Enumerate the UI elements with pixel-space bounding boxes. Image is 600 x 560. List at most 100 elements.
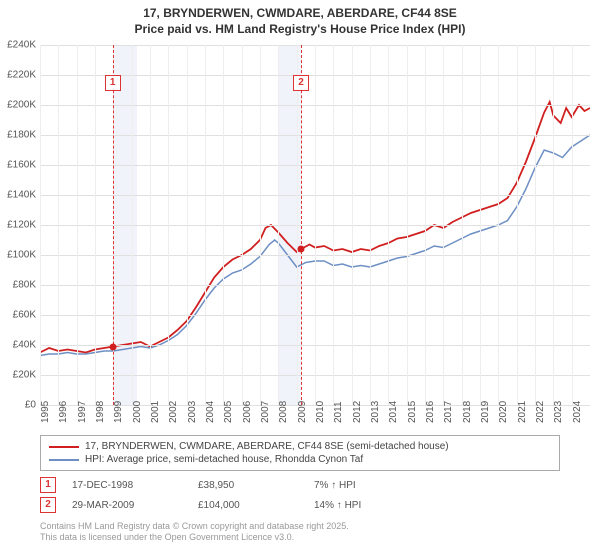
gridline-v <box>58 45 59 405</box>
legend-label: 17, BRYNDERWEN, CWMDARE, ABERDARE, CF44 … <box>85 441 449 452</box>
data-row: 1 17-DEC-1998 £38,950 7% ↑ HPI <box>40 475 560 495</box>
gridline-v <box>407 45 408 405</box>
data-date: 29-MAR-2009 <box>72 500 182 511</box>
x-axis-label: 2024 <box>572 401 583 423</box>
x-axis-label: 2003 <box>187 401 198 423</box>
data-pct: 14% ↑ HPI <box>314 500 414 511</box>
y-axis-label: £120K <box>7 220 36 231</box>
x-axis-label: 2001 <box>150 401 161 423</box>
marker-line-1 <box>113 45 114 405</box>
plot-area: £0£20K£40K£60K£80K£100K£120K£140K£160K£1… <box>40 45 590 406</box>
x-axis-label: 1996 <box>58 401 69 423</box>
y-axis-label: £60K <box>13 310 36 321</box>
marker-box-1: 1 <box>105 75 121 91</box>
data-price: £104,000 <box>198 500 298 511</box>
gridline-v <box>535 45 536 405</box>
legend-label: HPI: Average price, semi-detached house,… <box>85 454 363 465</box>
gridline-v <box>260 45 261 405</box>
footer-line2: This data is licensed under the Open Gov… <box>40 532 560 543</box>
y-axis-label: £100K <box>7 250 36 261</box>
y-axis-label: £180K <box>7 130 36 141</box>
marker-box-2: 2 <box>293 75 309 91</box>
y-axis-label: £200K <box>7 100 36 111</box>
gridline-v <box>187 45 188 405</box>
x-axis-label: 2016 <box>425 401 436 423</box>
gridline-v <box>553 45 554 405</box>
x-axis-label: 1999 <box>113 401 124 423</box>
gridline-v <box>77 45 78 405</box>
x-axis-label: 2013 <box>370 401 381 423</box>
x-axis-label: 2014 <box>388 401 399 423</box>
footer-line1: Contains HM Land Registry data © Crown c… <box>40 521 560 532</box>
chart-container: £0£20K£40K£60K£80K£100K£120K£140K£160K£1… <box>40 45 590 425</box>
gridline-v <box>498 45 499 405</box>
data-date: 17-DEC-1998 <box>72 480 182 491</box>
gridline-v <box>425 45 426 405</box>
x-axis-label: 1995 <box>40 401 51 423</box>
x-axis-label: 2005 <box>223 401 234 423</box>
x-axis-label: 2000 <box>132 401 143 423</box>
gridline-v <box>388 45 389 405</box>
gridline-v <box>278 45 279 405</box>
data-pct: 7% ↑ HPI <box>314 480 414 491</box>
gridline-v <box>462 45 463 405</box>
x-axis-label: 2023 <box>553 401 564 423</box>
x-axis-label: 2010 <box>315 401 326 423</box>
gridline-v <box>205 45 206 405</box>
y-axis-label: £160K <box>7 160 36 171</box>
gridline-v <box>352 45 353 405</box>
x-axis-label: 1998 <box>95 401 106 423</box>
gridline-v <box>132 45 133 405</box>
x-axis-label: 2002 <box>168 401 179 423</box>
title-line1: 17, BRYNDERWEN, CWMDARE, ABERDARE, CF44 … <box>0 6 600 22</box>
gridline-v <box>572 45 573 405</box>
y-axis-label: £0 <box>25 400 36 411</box>
x-axis-label: 2006 <box>242 401 253 423</box>
x-axis-label: 1997 <box>77 401 88 423</box>
marker-line-2 <box>301 45 302 405</box>
gridline-v <box>297 45 298 405</box>
x-axis-label: 2020 <box>498 401 509 423</box>
x-axis-label: 2012 <box>352 401 363 423</box>
gridline-v <box>443 45 444 405</box>
y-axis-label: £220K <box>7 70 36 81</box>
x-axis-label: 2011 <box>333 402 344 424</box>
data-idx-box: 1 <box>40 477 56 493</box>
legend-swatch <box>49 459 79 461</box>
marker-dot-1 <box>109 343 116 350</box>
legend-row: 17, BRYNDERWEN, CWMDARE, ABERDARE, CF44 … <box>49 440 551 453</box>
gridline-v <box>370 45 371 405</box>
gridline-v <box>333 45 334 405</box>
x-axis-label: 2008 <box>278 401 289 423</box>
chart-title: 17, BRYNDERWEN, CWMDARE, ABERDARE, CF44 … <box>0 0 600 37</box>
legend-swatch <box>49 446 79 448</box>
x-axis-label: 2019 <box>480 401 491 423</box>
data-idx-box: 2 <box>40 497 56 513</box>
x-axis-label: 2022 <box>535 401 546 423</box>
title-line2: Price paid vs. HM Land Registry's House … <box>0 22 600 38</box>
x-axis-label: 2021 <box>517 401 528 423</box>
y-axis-label: £80K <box>13 280 36 291</box>
footer: Contains HM Land Registry data © Crown c… <box>40 521 560 544</box>
legend-row: HPI: Average price, semi-detached house,… <box>49 453 551 466</box>
marker-dot-2 <box>298 246 305 253</box>
x-axis-label: 2009 <box>297 401 308 423</box>
y-axis-label: £240K <box>7 40 36 51</box>
gridline-v <box>480 45 481 405</box>
gridline-v <box>40 45 41 405</box>
gridline-v <box>168 45 169 405</box>
legend: 17, BRYNDERWEN, CWMDARE, ABERDARE, CF44 … <box>40 435 560 471</box>
gridline-v <box>95 45 96 405</box>
x-axis-label: 2007 <box>260 401 271 423</box>
data-row: 2 29-MAR-2009 £104,000 14% ↑ HPI <box>40 495 560 515</box>
data-price: £38,950 <box>198 480 298 491</box>
gridline-v <box>517 45 518 405</box>
x-axis-label: 2017 <box>443 401 454 423</box>
y-axis-label: £40K <box>13 340 36 351</box>
x-axis-label: 2004 <box>205 401 216 423</box>
gridline-v <box>315 45 316 405</box>
gridline-v <box>242 45 243 405</box>
x-axis-label: 2015 <box>407 401 418 423</box>
y-axis-label: £140K <box>7 190 36 201</box>
gridline-v <box>223 45 224 405</box>
